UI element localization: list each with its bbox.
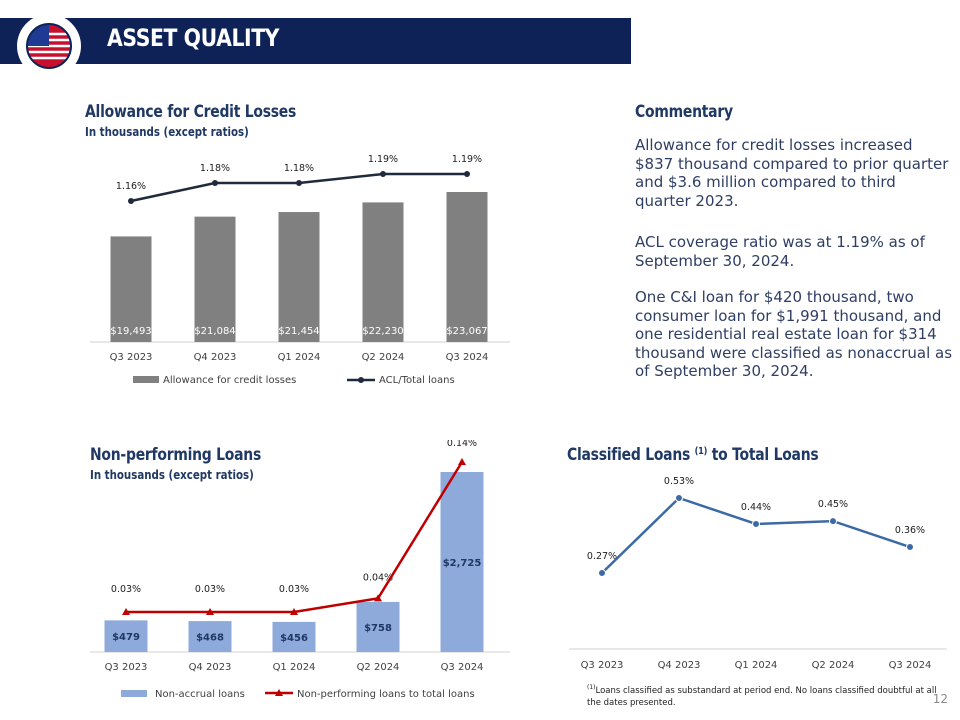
acl-line-label: 1.18%: [200, 163, 230, 174]
cls-x-tick: Q3 2024: [889, 660, 932, 671]
classified-title-end: to Total Loans: [707, 445, 819, 465]
page-title: ASSET QUALITY: [107, 24, 280, 52]
npl-chart-title: Non-performing Loans: [90, 445, 262, 465]
classified-chart-title: Classified Loans (1) to Total Loans: [567, 445, 819, 465]
acl-line-label: 1.19%: [452, 154, 482, 165]
acl-x-tick: Q1 2024: [278, 352, 321, 363]
npl-legend-line-marker: [275, 689, 283, 696]
npl-bar: [440, 472, 484, 652]
cls-ratio-point: [675, 494, 683, 502]
cls-ratio-point: [752, 519, 760, 528]
acl-bar: [194, 216, 236, 342]
acl-bar: [110, 236, 152, 342]
npl-bar: [356, 601, 400, 652]
cls-x-tick: Q4 2023: [658, 660, 701, 671]
cls-ratio-point: [829, 517, 837, 526]
npl-legend-line-label: Non-performing loans to total loans: [297, 689, 475, 700]
acl-bar-label: $23,067: [446, 326, 487, 337]
acl-chart: $19,493 Q3 2023 1.16% $21,084 Q4 2023 1.18% $2…: [90, 154, 510, 386]
acl-ratio-line: [130, 172, 467, 203]
cls-point-label: 0.27%: [587, 551, 617, 562]
npl-ratio-point: [290, 608, 298, 615]
npl-bar-label: $2,725: [443, 558, 482, 569]
acl-x-tick: Q2 2024: [362, 352, 405, 363]
footnote-marker: (1): [587, 684, 596, 691]
npl-x-tick: Q3 2023: [105, 662, 148, 673]
acl-ratio-point: [296, 180, 302, 186]
acl-bar-label: $21,454: [278, 326, 319, 337]
acl-line-label: 1.19%: [368, 154, 398, 165]
npl-legend-bar-label: Non-accrual loans: [155, 689, 245, 700]
acl-ratio-point: [464, 171, 470, 177]
acl-ratio-point: [212, 180, 218, 186]
cls-x-tick: Q3 2023: [581, 660, 624, 671]
commentary-title: Commentary: [635, 102, 733, 122]
cls-ratio-point: [598, 569, 606, 577]
acl-legend-line-label: ACL/Total loans: [379, 375, 455, 386]
acl-bar: [278, 212, 320, 342]
npl-x-tick: Q2 2024: [357, 662, 400, 673]
npl-chart-subtitle: In thousands (except ratios): [90, 467, 254, 482]
cls-point-label: 0.44%: [741, 502, 771, 513]
npl-ratio-point: [374, 594, 382, 602]
npl-x-tick: Q4 2023: [189, 662, 232, 673]
acl-legend-bar-label: Allowance for credit losses: [163, 375, 296, 386]
acl-bar: [446, 192, 488, 342]
classified-title-sup: (1): [694, 446, 708, 457]
acl-line-label: 1.16%: [116, 181, 146, 192]
classified-chart: Q3 2023 0.27% Q4 2023 0.53% Q1 2024 0.44% Q2 2…: [569, 476, 947, 671]
acl-bar: [362, 202, 404, 342]
npl-bar-label: $479: [112, 632, 140, 643]
acl-line-label: 1.18%: [284, 163, 314, 174]
commentary-paragraph-1: Allowance for credit losses increased $8…: [635, 136, 949, 210]
commentary-paragraph-2: ACL coverage ratio was at 1.19% as of Se…: [635, 233, 925, 270]
acl-chart-subtitle: In thousands (except ratios): [85, 124, 249, 139]
cls-point-label: 0.36%: [895, 525, 925, 536]
npl-line-label: 0.14%: [447, 440, 477, 449]
acl-x-tick: Q3 2023: [110, 352, 153, 363]
commentary-paragraph-3: One C&I loan for $420 thousand, two cons…: [635, 288, 953, 380]
npl-bar: [104, 620, 148, 652]
npl-chart: $479 Q3 2023 0.03% $468 Q4 2023 0.03% $456 Q1 2…: [90, 440, 510, 700]
npl-ratio-point: [206, 608, 214, 615]
npl-line-label: 0.03%: [111, 584, 141, 595]
classified-title-main: Classified Loans: [567, 445, 695, 465]
npl-bar: [272, 621, 316, 652]
acl-legend-bar-swatch: [133, 376, 159, 383]
npl-line-label: 0.04%: [363, 572, 393, 583]
npl-line-label: 0.03%: [279, 584, 309, 595]
acl-bar-label: $22,230: [362, 326, 403, 337]
acl-ratio-point: [128, 198, 134, 204]
cls-ratio-point: [906, 543, 914, 552]
acl-legend-line-marker: [358, 377, 364, 383]
acl-x-tick: Q4 2023: [194, 352, 237, 363]
npl-bar-label: $758: [364, 623, 392, 634]
header-bar: [0, 18, 631, 64]
npl-bar-label: $468: [196, 633, 224, 644]
footnote: (1)Loans classified as substandard at pe…: [587, 682, 937, 709]
acl-ratio-point: [380, 171, 386, 177]
npl-x-tick: Q1 2024: [273, 662, 316, 673]
cls-point-label: 0.53%: [664, 476, 694, 487]
npl-bar: [188, 621, 232, 652]
cls-point-label: 0.45%: [818, 499, 848, 510]
cls-x-tick: Q1 2024: [735, 660, 778, 671]
acl-bar-label: $19,493: [110, 326, 151, 337]
acl-x-tick: Q3 2024: [446, 352, 489, 363]
acl-bar-label: $21,084: [194, 326, 235, 337]
acl-chart-title: Allowance for Credit Losses: [85, 102, 297, 122]
npl-ratio-point: [458, 458, 466, 465]
page-number: 12: [932, 692, 948, 706]
npl-x-tick: Q3 2024: [441, 662, 484, 673]
footnote-text: Loans classified as substandard at perio…: [587, 685, 937, 708]
npl-legend-bar-swatch: [121, 690, 147, 697]
flag-logo-icon: [17, 14, 81, 78]
npl-line-label: 0.03%: [195, 584, 225, 595]
npl-ratio-point: [122, 608, 130, 615]
npl-bar-label: $456: [280, 633, 308, 644]
cls-x-tick: Q2 2024: [812, 660, 855, 671]
